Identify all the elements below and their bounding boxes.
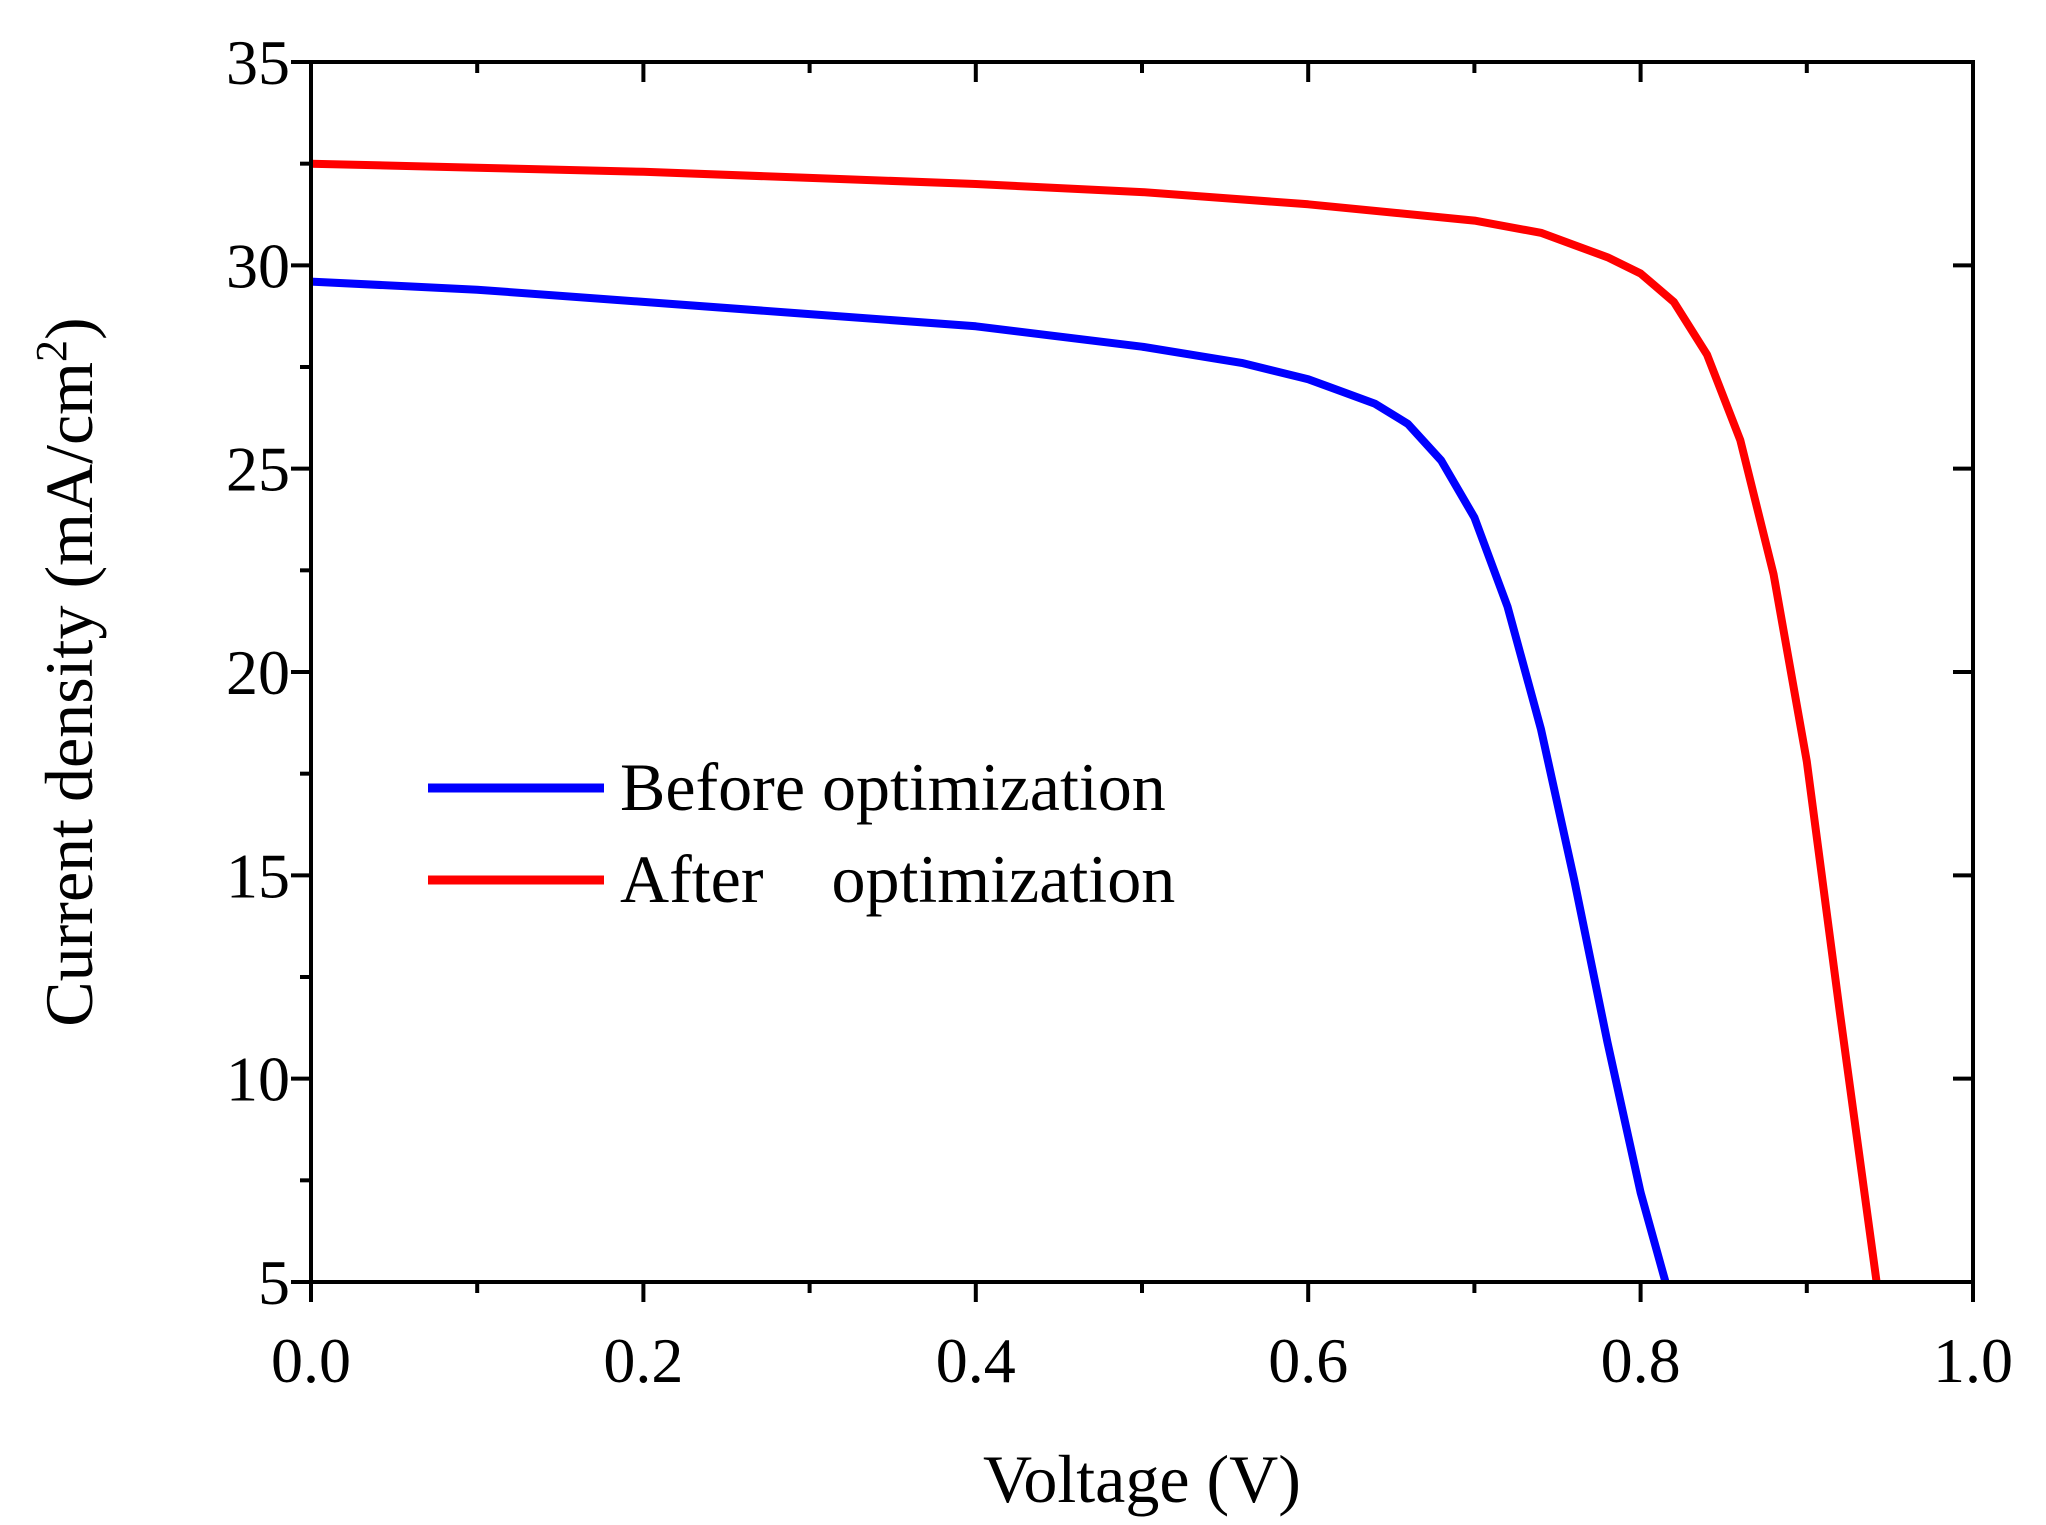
series-layer <box>310 159 1881 1284</box>
y-axis-title-superscript: 2 <box>27 340 76 362</box>
y-tick-label: 30 <box>226 230 290 301</box>
x-tick-label: 0.2 <box>603 1325 683 1396</box>
y-tick-label: 5 <box>258 1247 290 1318</box>
ticks-layer <box>291 60 1975 1302</box>
x-tick-label: 0.0 <box>271 1325 351 1396</box>
x-tick-label: 1.0 <box>1933 1325 2013 1396</box>
y-tick-label: 25 <box>226 434 290 505</box>
y-axis-title-main: Current density (mA/cm <box>31 362 107 1027</box>
y-tick-label: 20 <box>226 637 290 708</box>
y-axis-title-suffix: ) <box>31 317 107 340</box>
y-tick-label: 10 <box>226 1044 290 1115</box>
y-tick-label: 35 <box>226 27 290 98</box>
x-axis-title: Voltage (V) <box>983 1441 1301 1517</box>
y-tick-label: 15 <box>226 840 290 911</box>
legend-label-before: Before optimization <box>620 749 1166 825</box>
legend: Before optimization After optimization <box>428 749 1175 917</box>
y-axis-title: Current density (mA/cm2) <box>27 317 107 1026</box>
labels-layer: 0.0 0.2 0.4 0.6 0.8 1.0 5 10 15 20 25 30 35 <box>226 27 2013 1396</box>
x-tick-label: 0.4 <box>936 1325 1016 1396</box>
series-line-before-optimization <box>310 277 1670 1284</box>
series-line-after-optimization <box>310 159 1881 1283</box>
legend-label-after: After optimization <box>620 841 1175 917</box>
x-tick-label: 0.6 <box>1268 1325 1348 1396</box>
x-tick-label: 0.8 <box>1601 1325 1681 1396</box>
